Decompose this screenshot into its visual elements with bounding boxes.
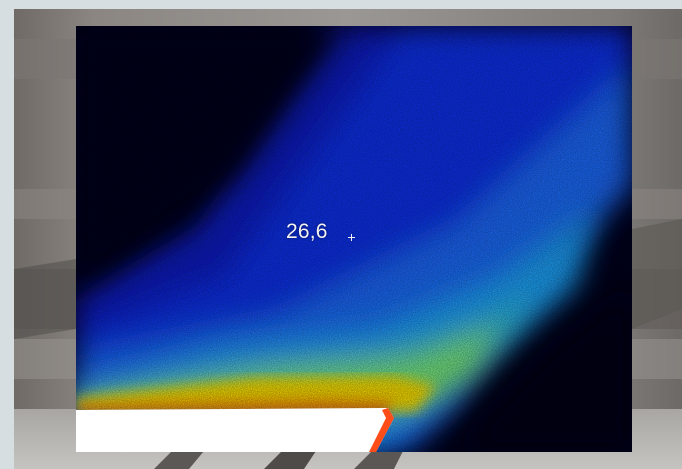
background-photo-frame: 26,6	[14, 9, 682, 469]
thermal-heatmap	[76, 26, 632, 452]
thermal-image: 26,6	[76, 26, 632, 452]
crosshair-icon	[348, 234, 355, 241]
temperature-reading: 26,6	[286, 220, 328, 243]
